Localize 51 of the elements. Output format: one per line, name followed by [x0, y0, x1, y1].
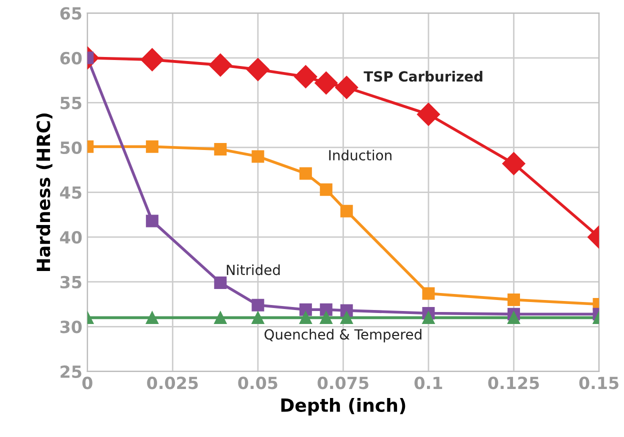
point [320, 183, 332, 196]
point [340, 204, 353, 218]
y-axis-title: Hardness (HRC) [36, 113, 52, 272]
point [246, 58, 270, 82]
y-tick-label: 45 [60, 186, 82, 199]
y-tick-label: 60 [60, 52, 82, 64]
point [146, 214, 158, 228]
x-tick-label: 0.025 [147, 376, 198, 390]
series-label: Nitrided [226, 264, 280, 276]
point [416, 102, 440, 126]
point [146, 311, 158, 324]
series-label: Induction [329, 150, 392, 160]
point [294, 65, 318, 88]
point [214, 311, 227, 324]
point [320, 311, 332, 324]
x-tick-label: 0.125 [488, 376, 539, 390]
y-tick-label: 65 [60, 7, 82, 20]
point [340, 311, 353, 324]
point [502, 152, 526, 176]
point [252, 298, 264, 312]
point [422, 287, 435, 300]
point [508, 294, 520, 306]
point [314, 71, 338, 94]
y-tick-label: 30 [60, 320, 82, 334]
x-tick-label: 0.15 [579, 376, 618, 390]
series-label: Quenched & Tempered [264, 328, 422, 342]
series-label: TSP Carburized [364, 70, 482, 82]
y-tick-label: 40 [60, 231, 82, 244]
point [299, 167, 312, 180]
point [214, 143, 227, 156]
point [252, 150, 264, 163]
point [214, 276, 227, 290]
point [140, 48, 164, 72]
point [299, 303, 312, 316]
point [422, 311, 435, 324]
point [146, 140, 158, 153]
point [508, 311, 520, 324]
x-axis-title: Depth (inch) [281, 398, 406, 416]
x-tick-label: 0.075 [318, 376, 368, 390]
x-tick-label: 0.1 [414, 376, 442, 390]
y-tick-label: 50 [60, 141, 82, 154]
y-tick-label: 55 [60, 96, 82, 110]
point [252, 311, 264, 324]
point [335, 76, 358, 99]
point [208, 54, 232, 77]
x-tick-label: 0.05 [238, 376, 278, 390]
y-tick-label: 25 [60, 365, 82, 378]
x-tick-label: 0 [82, 376, 92, 390]
point [299, 311, 312, 324]
point [320, 303, 332, 316]
y-tick-label: 35 [60, 276, 82, 288]
